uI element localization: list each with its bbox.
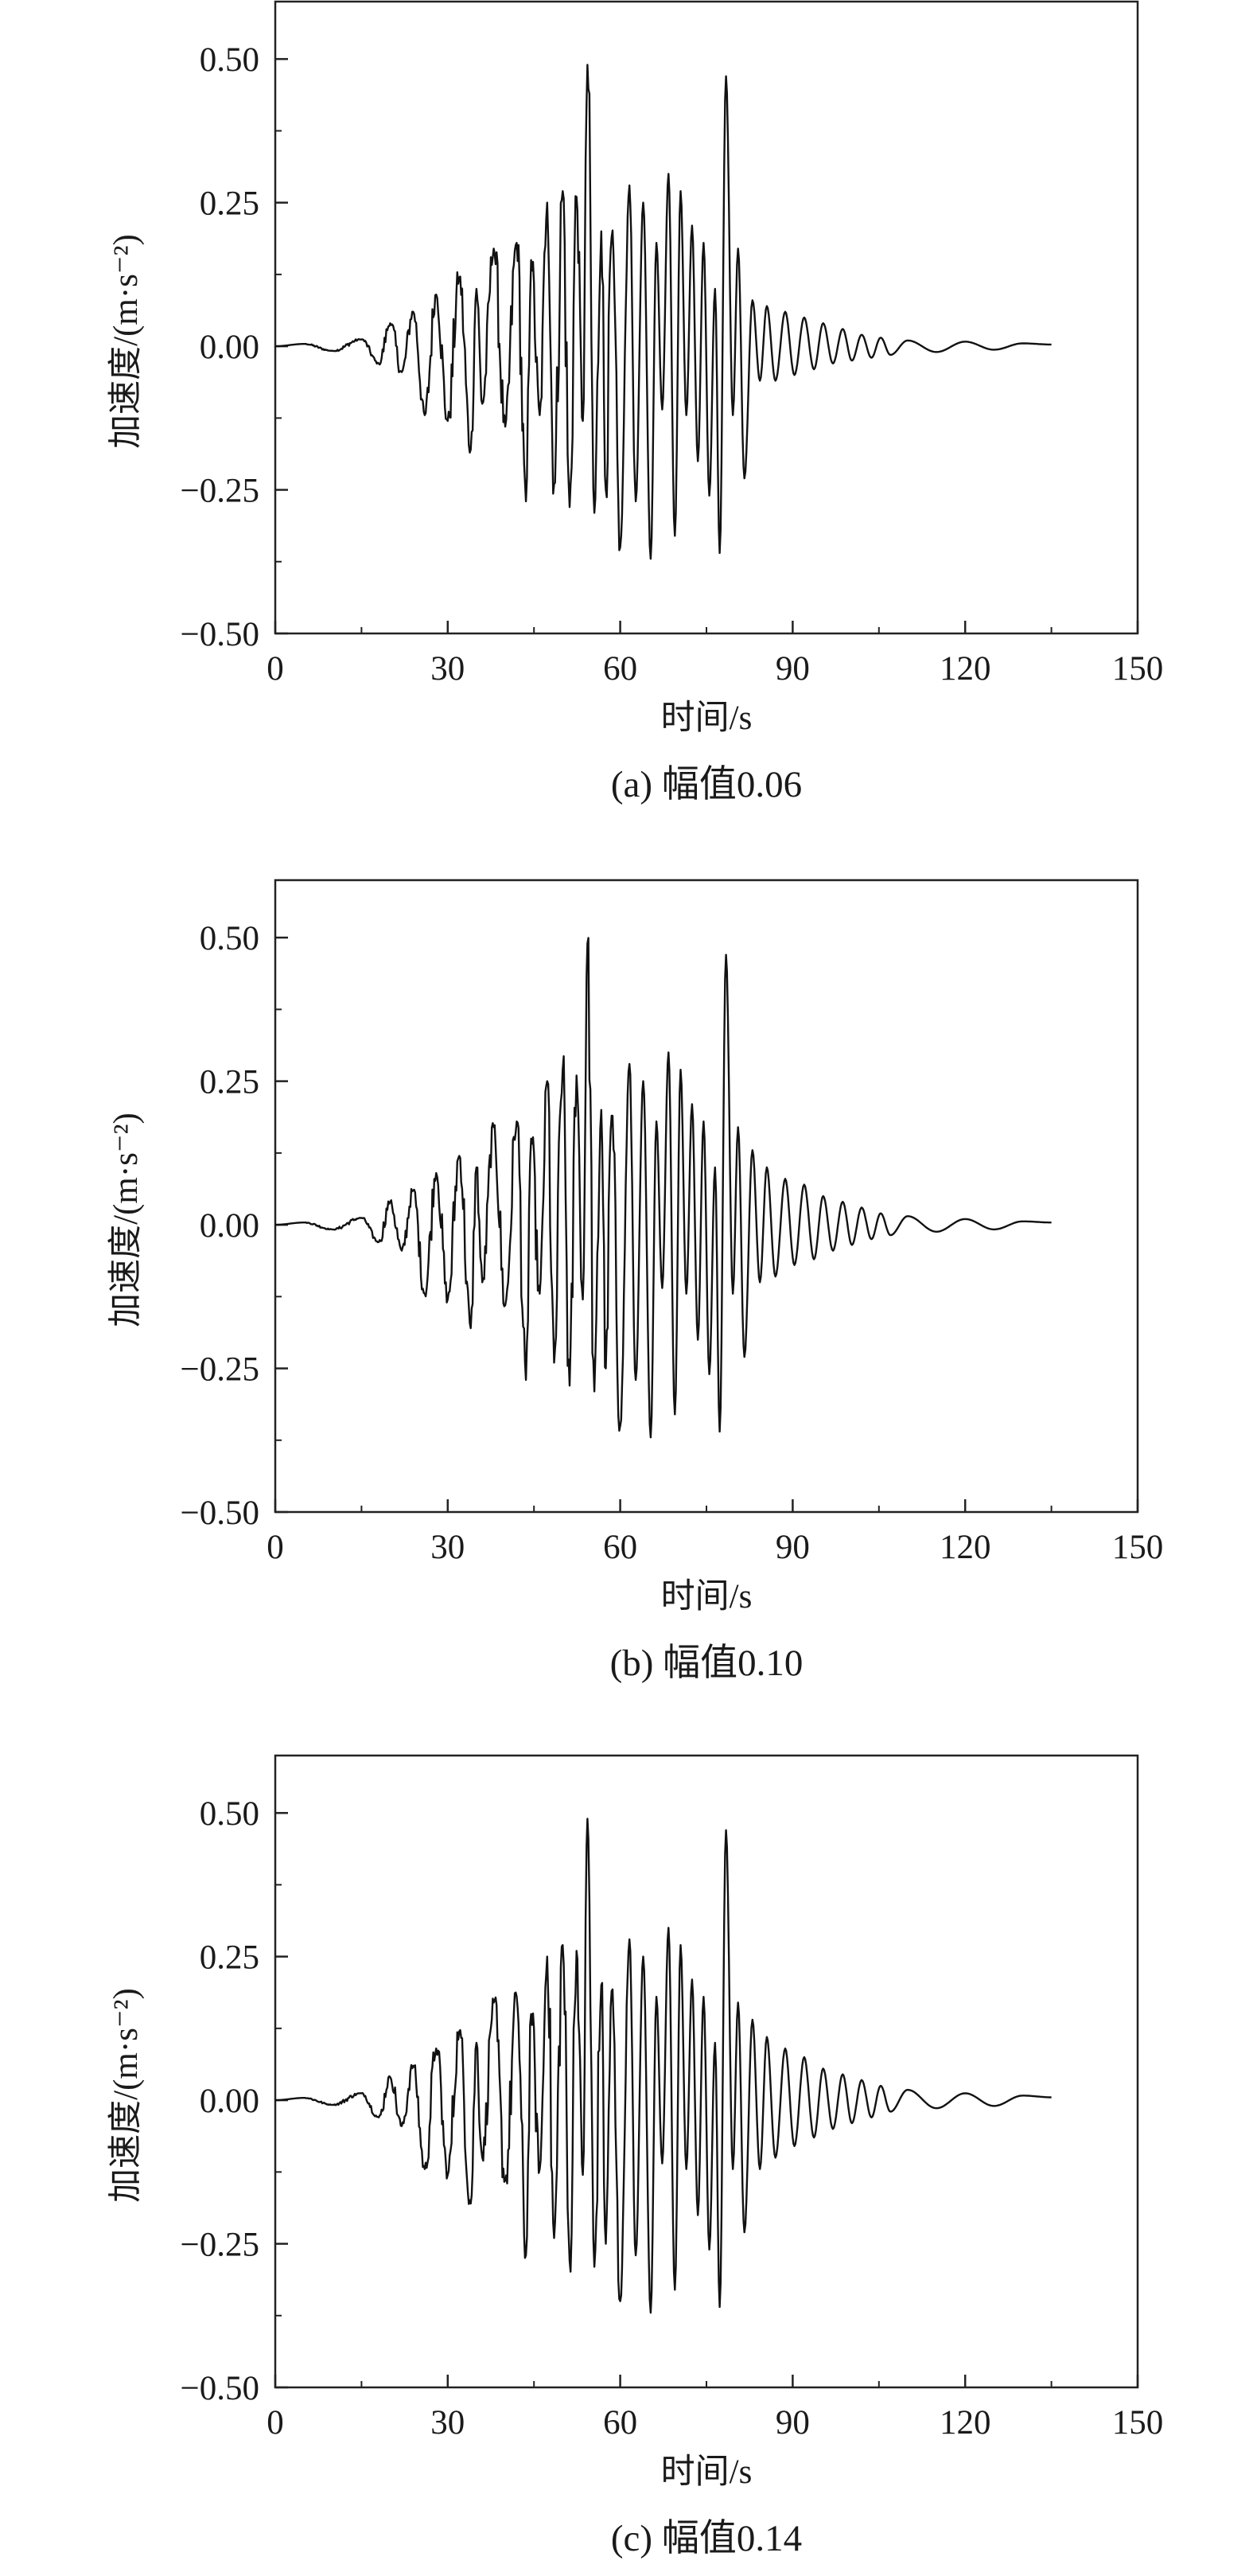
chart-panel-0: 0 30 60 90 120 150 −0.50 −0.25 0.00 0.25 0.50 时间/s 加…	[107, 0, 1164, 805]
x-axis-title: 时间/s	[661, 1578, 753, 1615]
x-tick-label: 0	[267, 650, 284, 688]
panel-caption: (b) 幅值0.10	[610, 1643, 804, 1684]
panel-caption: (a) 幅值0.06	[611, 764, 802, 805]
x-tick-label: 60	[603, 1529, 637, 1566]
y-tick-label: 0.00	[200, 2083, 259, 2120]
y-tick-label: −0.25	[180, 473, 259, 510]
y-axis-title: 加速度/(m·s⁻²)	[107, 1113, 145, 1327]
chart-panel-1: 0 30 60 90 120 150 −0.50 −0.25 0.00 0.25 0.50 时间/s 加…	[107, 879, 1164, 1684]
x-tick-label: 90	[776, 650, 810, 688]
x-tick-label: 150	[1112, 650, 1164, 688]
x-axis-title: 时间/s	[661, 2453, 753, 2491]
panel-caption: (c) 幅值0.14	[611, 2518, 802, 2559]
x-tick-label: 120	[940, 2404, 991, 2442]
x-tick-label: 0	[267, 2404, 284, 2442]
x-tick-label: 90	[776, 2404, 810, 2442]
x-tick-label: 150	[1112, 2404, 1164, 2442]
x-tick-label: 150	[1112, 1529, 1164, 1566]
x-tick-label: 30	[430, 650, 465, 688]
chart-panel-2: 0 30 60 90 120 150 −0.50 −0.25 0.00 0.25 0.50 时间/s 加…	[107, 1754, 1164, 2559]
x-tick-label: 60	[603, 650, 637, 688]
y-tick-label: −0.50	[180, 616, 259, 653]
x-tick-label: 0	[267, 1529, 284, 1566]
y-tick-label: −0.50	[180, 1495, 259, 1532]
y-axis-title: 加速度/(m·s⁻²)	[107, 1988, 145, 2203]
series-line-0	[275, 937, 1052, 1439]
x-tick-label: 90	[776, 1529, 810, 1566]
y-tick-label: 0.25	[200, 1939, 259, 1977]
series-line-0	[275, 64, 1052, 560]
y-tick-label: 0.50	[200, 920, 259, 957]
x-tick-label: 30	[430, 2404, 465, 2442]
series-line-0	[275, 1818, 1052, 2314]
y-tick-label: 0.25	[200, 185, 259, 223]
y-tick-label: −0.50	[180, 2370, 259, 2407]
y-axis-title: 加速度/(m·s⁻²)	[107, 234, 145, 449]
y-tick-label: 0.00	[200, 329, 259, 366]
y-tick-label: 0.00	[200, 1207, 259, 1245]
x-tick-label: 120	[940, 650, 991, 688]
y-tick-label: −0.25	[180, 1351, 259, 1389]
y-tick-label: 0.25	[200, 1064, 259, 1101]
x-tick-label: 30	[430, 1529, 465, 1566]
y-tick-label: 0.50	[200, 1795, 259, 1833]
x-tick-label: 60	[603, 2404, 637, 2442]
y-tick-label: 0.50	[200, 41, 259, 79]
x-tick-label: 120	[940, 1529, 991, 1566]
y-tick-label: −0.25	[180, 2227, 259, 2264]
x-axis-title: 时间/s	[661, 700, 753, 737]
